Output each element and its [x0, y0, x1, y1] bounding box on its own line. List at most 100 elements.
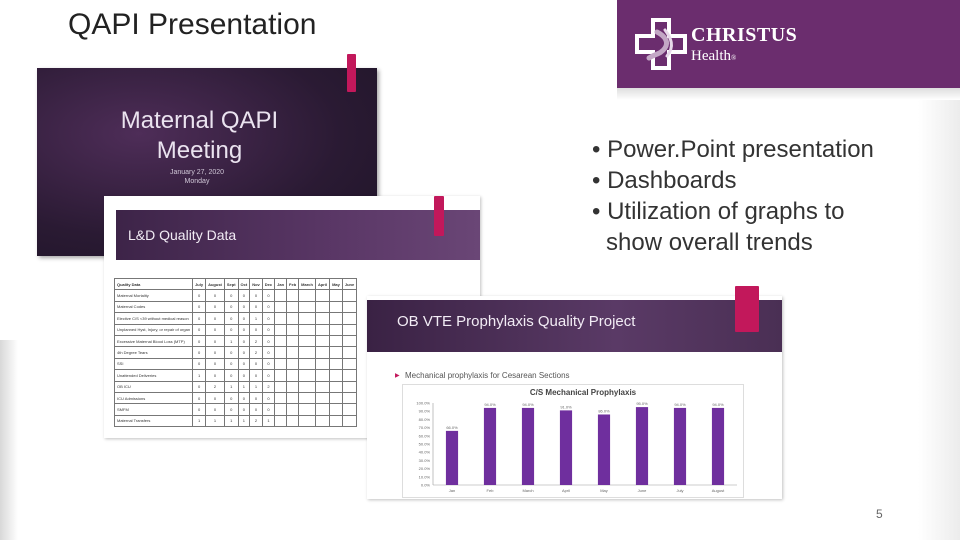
y-tick-label: 70.0%	[419, 425, 431, 430]
table-row-label: SSI	[113, 357, 194, 371]
table-cell: 0	[192, 346, 207, 359]
table-cell: 0	[205, 289, 225, 302]
x-tick-label: April	[562, 488, 570, 493]
table-cell	[314, 323, 331, 336]
table-cell: 0	[223, 391, 239, 405]
x-tick-label: May	[600, 488, 608, 493]
right-decor-band	[918, 100, 960, 540]
bar-value-label: 66.0%	[446, 425, 458, 430]
table-cell: 0	[205, 300, 225, 314]
table-row-label: Maternal Mortality	[113, 289, 194, 302]
table-cell	[274, 414, 288, 428]
maternal-qapi-title: Maternal QAPI Meeting	[97, 106, 302, 166]
ob-vte-header-band	[367, 300, 782, 352]
table-cell: 0	[237, 391, 251, 405]
y-tick-label: 20.0%	[419, 466, 431, 471]
table-header-cell: May	[329, 277, 343, 291]
bar-value-label: 94.0%	[712, 402, 724, 407]
table-cell	[314, 346, 331, 359]
table-cell: 0	[205, 369, 225, 382]
trademark-symbol: ®	[730, 54, 737, 62]
bar-value-label: 94.0%	[674, 402, 686, 407]
x-tick-label: Jan	[449, 488, 455, 493]
table-cell: 0	[192, 323, 207, 336]
table-cell: 0	[192, 289, 207, 302]
table-cell: 0	[223, 346, 239, 359]
table-cell: 0	[205, 391, 225, 405]
table-cell	[314, 403, 331, 416]
table-row: SSI 0 0 0 0 0 0	[113, 357, 358, 371]
table-cell	[314, 312, 331, 325]
chart-bar	[673, 407, 687, 485]
table-header-cell: Sept	[223, 277, 239, 291]
ob-vte-title: OB VTE Prophylaxis Quality Project	[397, 313, 636, 330]
table-cell: 0	[205, 403, 225, 416]
table-row: OB ICU 0 2 1 1 1 2	[113, 380, 358, 393]
table-cell: 0	[192, 403, 207, 416]
table-cell: 0	[237, 334, 251, 348]
table-cell: 0	[249, 403, 263, 416]
table-cell: 0	[237, 357, 251, 371]
table-cell: 1	[261, 414, 276, 428]
table-cell: 1	[223, 380, 239, 393]
table-header-cell: April	[314, 277, 331, 291]
x-tick-label: July	[676, 488, 683, 493]
table-cell: 0	[261, 346, 276, 359]
table-cell	[314, 357, 331, 371]
table-cell: 0	[249, 357, 263, 371]
table-cell	[329, 391, 343, 405]
table-cell	[274, 403, 288, 416]
table-cell: 0	[223, 357, 239, 371]
table-cell: 0	[249, 369, 263, 382]
table-cell	[329, 289, 343, 302]
table-cell	[298, 391, 316, 405]
logo-health-word: Health	[691, 48, 731, 64]
y-tick-label: 80.0%	[419, 417, 431, 422]
table-cell: 0	[192, 380, 207, 393]
table-row-label: Maternal Codes	[113, 300, 194, 314]
table-cell	[314, 334, 331, 348]
bullet-list: • Power.Point presentation • Dashboards …	[592, 134, 874, 258]
table-cell: 1	[237, 380, 251, 393]
table-cell: 0	[223, 323, 239, 336]
table-cell: 0	[205, 334, 225, 348]
table-cell	[341, 357, 358, 371]
table-cell: 0	[261, 323, 276, 336]
table-cell	[286, 323, 300, 336]
chart-svg: C/S Mechanical Prophylaxis 0.0% 10.0% 20.0%…	[416, 388, 737, 493]
x-tick-label: March	[522, 488, 533, 493]
table-cell	[286, 346, 300, 359]
table-cell: 0	[192, 391, 207, 405]
table-row: Maternal Mortality 0 0 0 0 0 0	[113, 289, 358, 302]
table-row-label: SMFM	[113, 403, 194, 416]
table-cell: 0	[261, 300, 276, 314]
table-cell: 2	[249, 334, 263, 348]
table-header-row: Quality Data July August Sept Oct Nov Dec Jan Fe…	[113, 277, 358, 291]
table-cell	[286, 312, 300, 325]
table-header-cell: Feb	[286, 277, 300, 291]
table-row: Maternal Codes 0 0 0 0 0 0	[113, 300, 358, 314]
table-row-label: Elective C/S <39 without medical reason	[113, 312, 194, 325]
table-cell: 0	[261, 334, 276, 348]
y-tick-label: 100.0%	[416, 401, 430, 406]
table-row: SMFM 0 0 0 0 0 0	[113, 403, 358, 416]
maternal-title-line2: Meeting	[156, 137, 243, 164]
table-cell: 1	[237, 414, 251, 428]
table-cell	[329, 334, 343, 348]
ld-quality-title: L&D Quality Data	[128, 227, 237, 243]
bar-value-label: 94.0%	[484, 402, 496, 407]
table-cell: 2	[261, 380, 276, 393]
table-cell	[274, 323, 288, 336]
chart-bar	[635, 407, 649, 485]
table-cell	[298, 403, 316, 416]
y-tick-label: 90.0%	[419, 409, 431, 414]
table-cell: 1	[192, 369, 207, 382]
bullet-dashboards: • Dashboards	[592, 167, 737, 194]
table-cell	[329, 369, 343, 382]
cross-logo-icon	[635, 18, 687, 70]
table-row-label: OB ICU	[113, 380, 194, 393]
chart-bar	[521, 407, 535, 485]
table-header-cell: Quality Data	[113, 277, 194, 291]
table-cell: 0	[261, 357, 276, 371]
